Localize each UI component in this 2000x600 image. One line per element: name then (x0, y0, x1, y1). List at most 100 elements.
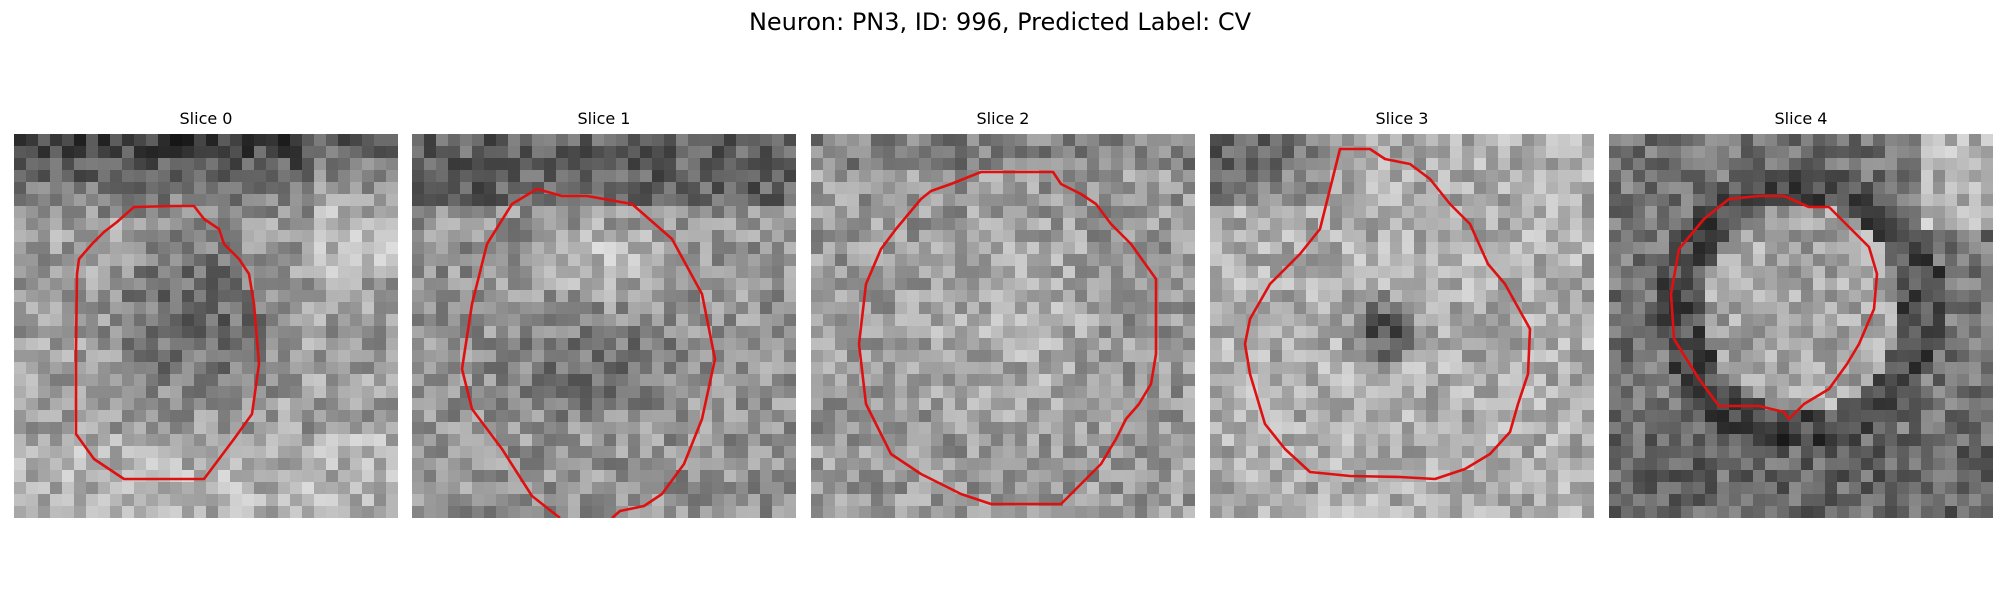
pixel (664, 506, 676, 518)
pixel (1159, 134, 1171, 146)
pixel (1270, 242, 1282, 254)
pixel (568, 506, 580, 518)
pixel (544, 338, 556, 350)
pixel (871, 194, 883, 206)
pixel (907, 290, 919, 302)
pixel (688, 494, 700, 506)
pixel (146, 182, 158, 194)
pixel (532, 362, 544, 374)
pixel (1039, 350, 1051, 362)
pixel (811, 170, 823, 182)
pixel (194, 290, 206, 302)
pixel (1498, 458, 1510, 470)
pixel (508, 266, 520, 278)
pixel (1633, 386, 1645, 398)
pixel (1813, 158, 1825, 170)
pixel (1246, 194, 1258, 206)
pixel (1123, 254, 1135, 266)
pixel (1402, 374, 1414, 386)
pixel (206, 254, 218, 266)
pixel (290, 470, 302, 482)
pixel (1921, 254, 1933, 266)
pixel (1318, 398, 1330, 410)
pixel (1234, 458, 1246, 470)
pixel (1318, 326, 1330, 338)
pixel (1171, 362, 1183, 374)
pixel (1609, 350, 1621, 362)
pixel (907, 182, 919, 194)
pixel (62, 362, 74, 374)
pixel (1729, 458, 1741, 470)
pixel (86, 290, 98, 302)
pixel (736, 434, 748, 446)
pixel (1921, 290, 1933, 302)
pixel (1681, 230, 1693, 242)
pixel (1681, 422, 1693, 434)
pixel (1282, 290, 1294, 302)
pixel (484, 398, 496, 410)
pixel (1063, 398, 1075, 410)
pixel (847, 170, 859, 182)
pixel (350, 422, 362, 434)
pixel (1438, 446, 1450, 458)
pixel (26, 206, 38, 218)
pixel (1534, 338, 1546, 350)
pixel (50, 290, 62, 302)
pixel (1741, 182, 1753, 194)
pixel (448, 182, 460, 194)
pixel (484, 350, 496, 362)
pixel (1753, 266, 1765, 278)
pixel (134, 278, 146, 290)
pixel (374, 458, 386, 470)
pixel (979, 290, 991, 302)
pixel (448, 314, 460, 326)
pixel (1741, 158, 1753, 170)
pixel (62, 482, 74, 494)
pixel (1450, 398, 1462, 410)
pixel (1294, 194, 1306, 206)
pixel (1753, 314, 1765, 326)
pixel (1885, 146, 1897, 158)
pixel (110, 422, 122, 434)
pixel (1873, 350, 1885, 362)
pixel (640, 242, 652, 254)
pixel (640, 446, 652, 458)
pixel (1426, 206, 1438, 218)
pixel (338, 194, 350, 206)
pixel (592, 290, 604, 302)
pixel (1087, 290, 1099, 302)
pixel (748, 182, 760, 194)
pixel (110, 254, 122, 266)
pixel (1957, 278, 1969, 290)
pixel (508, 230, 520, 242)
pixel (664, 410, 676, 422)
pixel (760, 182, 772, 194)
pixel (98, 326, 110, 338)
pixel (1486, 194, 1498, 206)
pixel (460, 470, 472, 482)
pixel (1075, 290, 1087, 302)
pixel (823, 386, 835, 398)
pixel (326, 134, 338, 146)
pixel (736, 362, 748, 374)
pixel (182, 230, 194, 242)
pixel (290, 386, 302, 398)
pixel (1039, 422, 1051, 434)
pixel (1171, 206, 1183, 218)
pixel (496, 194, 508, 206)
pixel (206, 386, 218, 398)
pixel (883, 242, 895, 254)
pixel (895, 314, 907, 326)
pixel (1861, 434, 1873, 446)
pixel (736, 230, 748, 242)
pixel (1729, 362, 1741, 374)
pixel (1510, 482, 1522, 494)
pixel (1063, 170, 1075, 182)
pixel (1450, 254, 1462, 266)
pixel (568, 326, 580, 338)
pixel (1294, 338, 1306, 350)
pixel (1789, 278, 1801, 290)
slice-0-contour (74, 204, 261, 481)
pixel (1234, 338, 1246, 350)
pixel (86, 242, 98, 254)
